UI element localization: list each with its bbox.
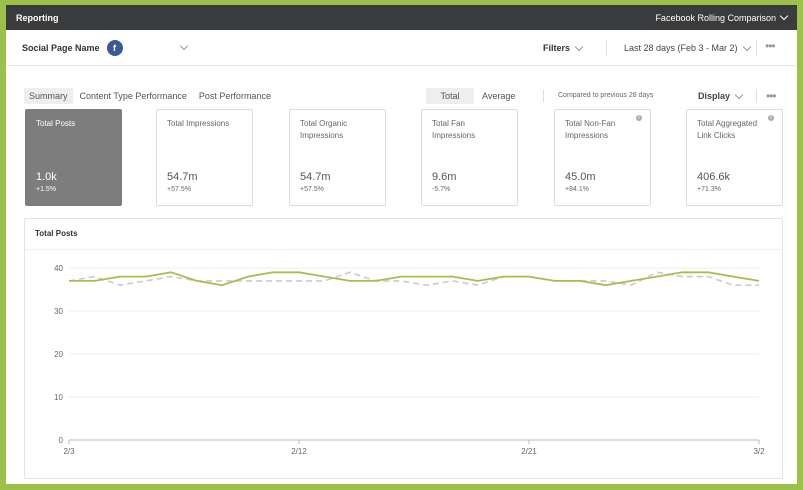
- compared-note: Compared to previous 28 days: [558, 92, 654, 99]
- metric-value: 54.7m: [300, 171, 331, 183]
- more-options-icon[interactable]: •••: [766, 89, 777, 103]
- metric-label: Total Fan Impressions: [432, 119, 476, 140]
- chevron-down-icon: [574, 42, 584, 51]
- tab-summary[interactable]: Summary: [24, 88, 73, 104]
- metric-card-total-aggregated-link-clicks[interactable]: i Total Aggregated Link Clicks 406.6k +7…: [686, 109, 783, 206]
- chart-panel: Total Posts 0 10 20 30 40 2/3 2/12 2/21 3/2: [24, 218, 783, 479]
- x-tick-label: 2/3: [63, 447, 75, 456]
- divider: [756, 89, 757, 103]
- filters-button[interactable]: Filters: [543, 30, 584, 66]
- metric-change: +84.1%: [565, 186, 589, 193]
- metric-card-total-non-fan-impressions[interactable]: i Total Non-Fan Impressions 45.0m +84.1%: [554, 109, 651, 206]
- more-options-icon[interactable]: •••: [765, 39, 776, 53]
- metric-change: -5.7%: [432, 186, 451, 193]
- y-tick-label: 40: [54, 264, 63, 273]
- divider: [756, 40, 757, 56]
- x-tick-label: 2/21: [521, 447, 537, 456]
- tab-content-type-performance[interactable]: Content Type Performance: [79, 91, 187, 101]
- divider: [25, 249, 782, 250]
- top-bar: Reporting Facebook Rolling Comparison: [6, 5, 797, 30]
- toggle-total[interactable]: Total: [426, 88, 474, 104]
- facebook-icon: f: [106, 39, 123, 56]
- chevron-down-icon: [734, 90, 744, 99]
- metric-label: Total Aggregated Link Clicks: [697, 119, 758, 140]
- page-selector-chevron-icon[interactable]: [179, 41, 188, 51]
- y-tick-label: 0: [59, 436, 64, 445]
- filters-label: Filters: [543, 43, 571, 53]
- metric-value: 406.6k: [697, 171, 731, 183]
- line-chart: 0 10 20 30 40 2/3 2/12 2/21 3/2: [54, 264, 765, 456]
- comparison-label: Facebook Rolling Comparison: [655, 12, 776, 23]
- comparison-dropdown[interactable]: Facebook Rolling Comparison: [655, 11, 789, 23]
- metric-label: Total Posts: [36, 119, 76, 128]
- chevron-down-icon: [779, 11, 789, 21]
- metric-card-total-posts[interactable]: Total Posts 1.0k +1.5%: [25, 109, 122, 206]
- divider: [543, 90, 544, 102]
- metric-change: +1.5%: [36, 186, 57, 193]
- metric-label: Total Organic Impressions: [300, 119, 348, 140]
- page-header: Social Page Name f Filters Last 28 days …: [6, 30, 797, 66]
- display-dropdown[interactable]: Display: [698, 90, 744, 101]
- report-tabs: Summary Content Type Performance Post Pe…: [24, 88, 278, 104]
- metric-value: 54.7m: [167, 171, 198, 183]
- report-title: Reporting: [16, 12, 59, 23]
- toggle-average[interactable]: Average: [482, 91, 516, 101]
- info-icon[interactable]: i: [768, 115, 774, 121]
- metric-card-total-impressions[interactable]: Total Impressions 54.7m +57.5%: [156, 109, 253, 206]
- y-tick-label: 10: [54, 393, 63, 402]
- metric-label: Total Impressions: [167, 119, 230, 128]
- previous-period-line: [68, 271, 759, 286]
- current-period-line: [69, 271, 760, 287]
- total-average-toggle: Total Average: [426, 88, 523, 104]
- metric-value: 45.0m: [565, 171, 596, 183]
- y-tick-label: 20: [54, 350, 63, 359]
- metric-card-total-fan-impressions[interactable]: Total Fan Impressions 9.6m -5.7%: [421, 109, 518, 206]
- metric-change: +71.3%: [697, 186, 721, 193]
- metric-change: +57.5%: [167, 186, 191, 193]
- info-icon[interactable]: i: [636, 115, 642, 121]
- divider: [606, 40, 607, 56]
- date-range-label: Last 28 days (Feb 3 - Mar 2): [624, 43, 738, 53]
- metric-card-total-organic-impressions[interactable]: Total Organic Impressions 54.7m +57.5%: [289, 109, 386, 206]
- x-tick-label: 2/12: [291, 447, 307, 456]
- chevron-down-icon: [742, 42, 751, 51]
- display-label: Display: [698, 91, 731, 101]
- chart-title: Total Posts: [35, 229, 78, 238]
- date-range-picker[interactable]: Last 28 days (Feb 3 - Mar 2): [624, 30, 751, 66]
- y-tick-label: 30: [54, 307, 63, 316]
- page-name: Social Page Name: [22, 42, 100, 53]
- tab-post-performance[interactable]: Post Performance: [198, 91, 271, 101]
- x-tick-label: 3/2: [753, 447, 765, 456]
- metric-value: 1.0k: [36, 171, 57, 183]
- metric-value: 9.6m: [432, 171, 457, 183]
- metric-change: +57.5%: [300, 186, 324, 193]
- report-frame: Reporting Facebook Rolling Comparison So…: [6, 5, 797, 484]
- metric-label: Total Non-Fan Impressions: [565, 119, 616, 140]
